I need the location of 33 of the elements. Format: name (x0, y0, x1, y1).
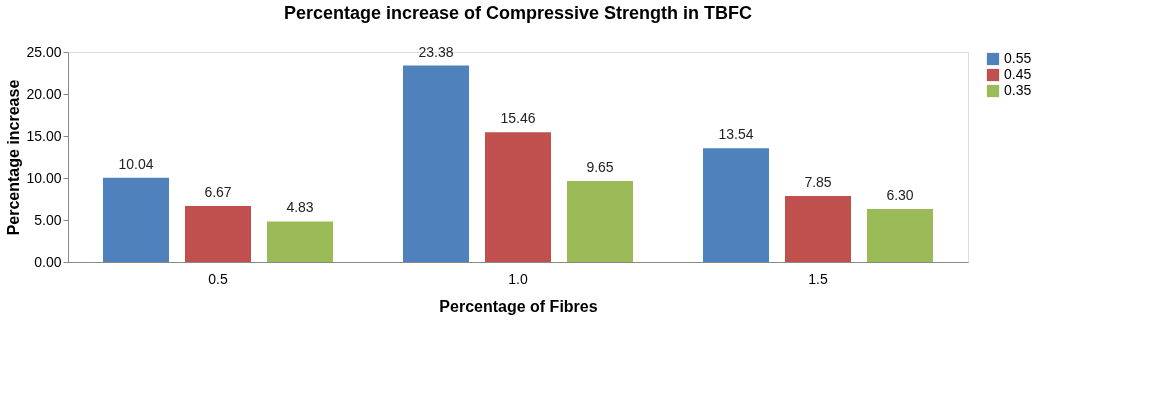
bar (485, 132, 551, 262)
y-axis-title: Percentage increase (5, 79, 23, 236)
x-tick-label: 0.5 (208, 270, 228, 287)
bar (267, 221, 333, 262)
bar (567, 180, 633, 262)
data-label: 9.65 (586, 158, 614, 175)
bar (785, 196, 851, 262)
bar (103, 177, 169, 262)
data-label: 23.38 (418, 43, 454, 60)
bar (867, 209, 933, 262)
y-tick-label: 0.00 (34, 253, 62, 270)
y-tick-label: 10.00 (26, 169, 62, 186)
data-label: 15.46 (500, 110, 536, 127)
x-tick-label: 1.5 (808, 270, 828, 287)
data-label: 10.04 (118, 155, 154, 172)
bar (185, 205, 251, 262)
y-tick-label: 20.00 (26, 85, 62, 102)
x-tick-label: 1.0 (508, 270, 528, 287)
data-label: 7.85 (804, 174, 832, 191)
data-label: 13.54 (718, 126, 754, 143)
data-label: 6.30 (886, 187, 914, 204)
bar (703, 148, 769, 262)
legend-label: 0.45 (1004, 66, 1032, 82)
y-tick-label: 5.00 (34, 211, 62, 228)
bar (403, 65, 469, 262)
chart-title: Percentage increase of Compressive Strength in TBFC (283, 3, 753, 23)
y-tick-label: 15.00 (26, 127, 62, 144)
x-axis-title: Percentage of Fibres (439, 297, 598, 315)
data-label: 4.83 (286, 199, 314, 216)
data-label: 6.67 (204, 183, 232, 200)
legend-label: 0.35 (1004, 82, 1032, 98)
y-tick-label: 25.00 (26, 43, 62, 60)
legend-label: 0.55 (1004, 50, 1032, 66)
